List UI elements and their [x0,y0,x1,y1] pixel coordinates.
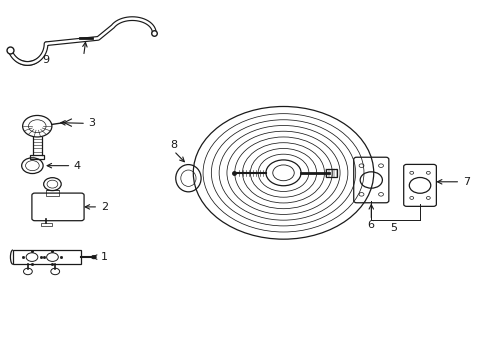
Text: 8: 8 [170,140,177,150]
Bar [41,223,52,226]
Bar [45,189,59,196]
Text: 4: 4 [74,161,81,171]
Text: 6: 6 [366,220,374,230]
Bar [325,169,336,177]
Text: 9: 9 [42,55,49,65]
Text: 1: 1 [101,252,107,262]
Circle shape [91,255,96,259]
Text: 5: 5 [389,222,396,233]
Bar [30,155,44,159]
Text: 3: 3 [88,118,95,128]
Bar [13,250,81,264]
Text: 2: 2 [101,202,107,212]
Text: 7: 7 [462,177,469,187]
